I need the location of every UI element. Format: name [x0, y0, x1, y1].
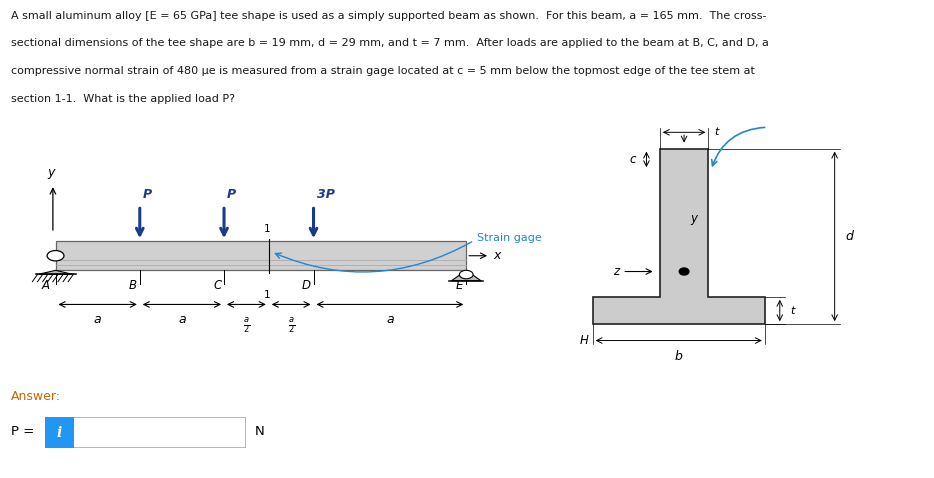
Text: 1: 1 [263, 224, 270, 234]
Bar [45, 417, 74, 448]
Text: P: P [227, 188, 236, 201]
Text: i: i [57, 426, 62, 440]
Text: P: P [143, 188, 152, 201]
Text: A small aluminum alloy [E = 65 GPa] tee shape is used as a simply supported beam: A small aluminum alloy [E = 65 GPa] tee … [11, 11, 767, 21]
Text: compressive normal strain of 480 μe is measured from a strain gage located at c : compressive normal strain of 480 μe is m… [11, 66, 755, 76]
Circle shape [47, 250, 64, 261]
Text: B: B [129, 279, 137, 292]
Text: $\frac{a}{2}$: $\frac{a}{2}$ [243, 317, 250, 336]
Text: section 1-1.  What is the applied load P?: section 1-1. What is the applied load P? [11, 94, 235, 104]
FancyBboxPatch shape [45, 417, 246, 448]
Polygon shape [593, 149, 765, 324]
Text: t: t [715, 127, 719, 137]
Text: A: A [42, 279, 50, 292]
Text: t: t [790, 305, 795, 315]
Text: 3P: 3P [317, 188, 334, 201]
Text: Answer:: Answer: [11, 390, 62, 402]
Text: N: N [255, 424, 264, 438]
Text: y: y [690, 212, 698, 225]
Text: D: D [303, 279, 311, 292]
Text: d: d [845, 230, 854, 243]
Text: H: H [579, 334, 588, 347]
Text: c: c [630, 153, 636, 166]
Text: C: C [213, 279, 221, 292]
Text: sectional dimensions of the tee shape are b = 19 mm, d = 29 mm, and t = 7 mm.  A: sectional dimensions of the tee shape ar… [11, 38, 769, 48]
Text: x: x [493, 249, 501, 262]
Circle shape [460, 271, 473, 279]
Text: y: y [48, 166, 55, 179]
Text: $\frac{a}{2}$: $\frac{a}{2}$ [288, 317, 295, 336]
Text: a: a [386, 313, 394, 326]
Text: a: a [178, 313, 186, 326]
Circle shape [679, 268, 689, 275]
Text: 1: 1 [263, 291, 270, 301]
Text: a: a [93, 313, 102, 326]
Polygon shape [451, 271, 481, 281]
Text: P =: P = [11, 424, 38, 438]
Bar [55, 241, 466, 271]
Text: E: E [456, 279, 463, 292]
Text: z: z [613, 265, 619, 278]
Text: Strain gage: Strain gage [476, 233, 542, 243]
Text: b: b [674, 349, 683, 362]
Polygon shape [38, 271, 73, 274]
